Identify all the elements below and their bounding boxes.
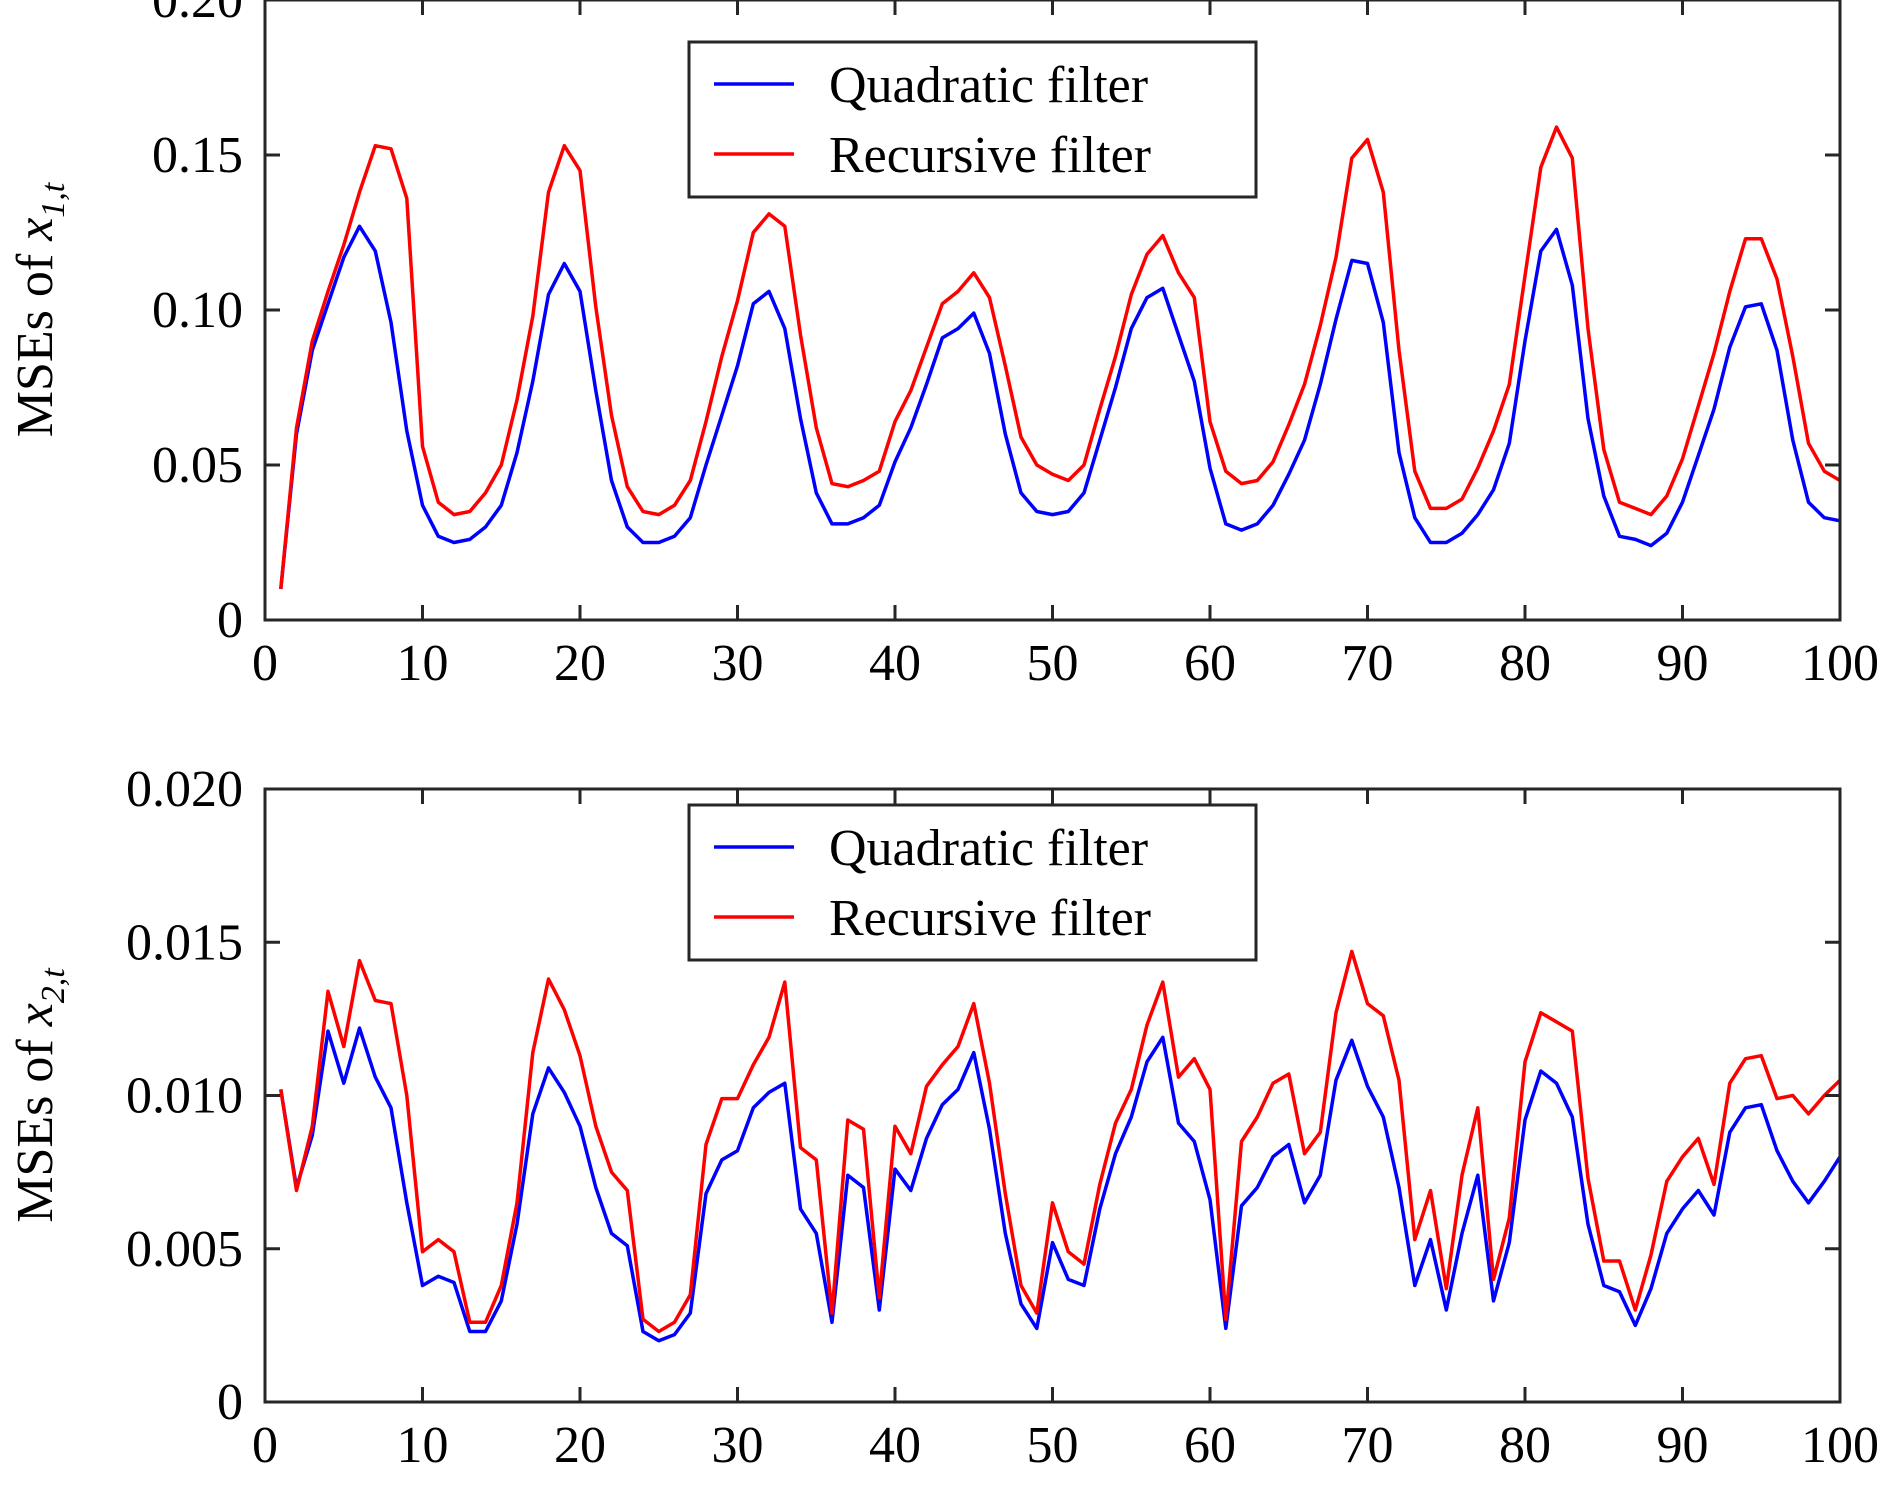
legend: Quadratic filter Recursive filter bbox=[687, 40, 1258, 199]
x-tick-label: 10 bbox=[397, 635, 449, 692]
y-tick-label: 0 bbox=[217, 1374, 243, 1431]
series-line-recursive bbox=[279, 125, 1841, 590]
y-tick-label: 0 bbox=[217, 592, 243, 649]
x-tick-label: 20 bbox=[554, 635, 606, 692]
y-tick-label: 0.05 bbox=[152, 437, 243, 494]
x-tick-label: 40 bbox=[869, 1417, 921, 1474]
x-tick-label: 60 bbox=[1184, 1417, 1236, 1474]
x-tick-label: 60 bbox=[1184, 635, 1236, 692]
x-tick-label: 90 bbox=[1657, 1417, 1709, 1474]
legend-box bbox=[687, 40, 1258, 199]
legend-label-quadratic: Quadratic filter bbox=[829, 820, 1148, 877]
x-tick-label: 30 bbox=[712, 1417, 764, 1474]
y-tick-label: 0.015 bbox=[126, 914, 243, 971]
legend-label-recursive: Recursive filter bbox=[829, 127, 1151, 184]
legend: Quadratic filter Recursive filter bbox=[687, 803, 1258, 962]
series-line-quadratic bbox=[279, 1026, 1842, 1343]
x-tick-label: 80 bbox=[1499, 1417, 1551, 1474]
x-tick-label: 90 bbox=[1657, 635, 1709, 692]
y-tick-label: 0.15 bbox=[152, 127, 243, 184]
legend-label-recursive: Recursive filter bbox=[829, 890, 1151, 947]
series-line-recursive bbox=[279, 949, 1842, 1334]
y-tick-label: 0.020 bbox=[126, 761, 243, 818]
x-tick-label: 20 bbox=[554, 1417, 606, 1474]
x-tick-label: 10 bbox=[397, 1417, 449, 1474]
x-tick-label: 0 bbox=[252, 1417, 278, 1474]
x-tick-label: 70 bbox=[1342, 635, 1394, 692]
x-tick-label: 80 bbox=[1499, 635, 1551, 692]
x-tick-label: 30 bbox=[712, 635, 764, 692]
y-axis-label: MSEs of x1,t bbox=[7, 181, 72, 437]
x-tick-label: 70 bbox=[1342, 1417, 1394, 1474]
y-tick-label: 0.20 bbox=[152, 0, 243, 29]
series-line-quadratic bbox=[279, 224, 1841, 590]
top-panel: 0 10 20 30 40 50 60 70 80 90 100 0 0.05 0.10 0.15 0.20 M… bbox=[7, 0, 1879, 692]
x-tick-label: 50 bbox=[1027, 1417, 1079, 1474]
x-tick-label: 100 bbox=[1801, 635, 1879, 692]
x-tick-label: 100 bbox=[1801, 1417, 1879, 1474]
x-tick-label: 40 bbox=[869, 635, 921, 692]
legend-label-quadratic: Quadratic filter bbox=[829, 57, 1148, 114]
x-tick-label: 0 bbox=[252, 635, 278, 692]
x-tick-label: 50 bbox=[1027, 635, 1079, 692]
y-tick-label: 0.010 bbox=[126, 1068, 243, 1125]
y-tick-label: 0.005 bbox=[126, 1221, 243, 1278]
bottom-panel: 0 10 20 30 40 50 60 70 80 90 100 0 0.005 0.010 0.015 0.… bbox=[7, 761, 1879, 1474]
y-tick-label: 0.10 bbox=[152, 282, 243, 339]
y-axis-label: MSEs of x2,t bbox=[7, 967, 72, 1223]
legend-box bbox=[687, 803, 1258, 962]
